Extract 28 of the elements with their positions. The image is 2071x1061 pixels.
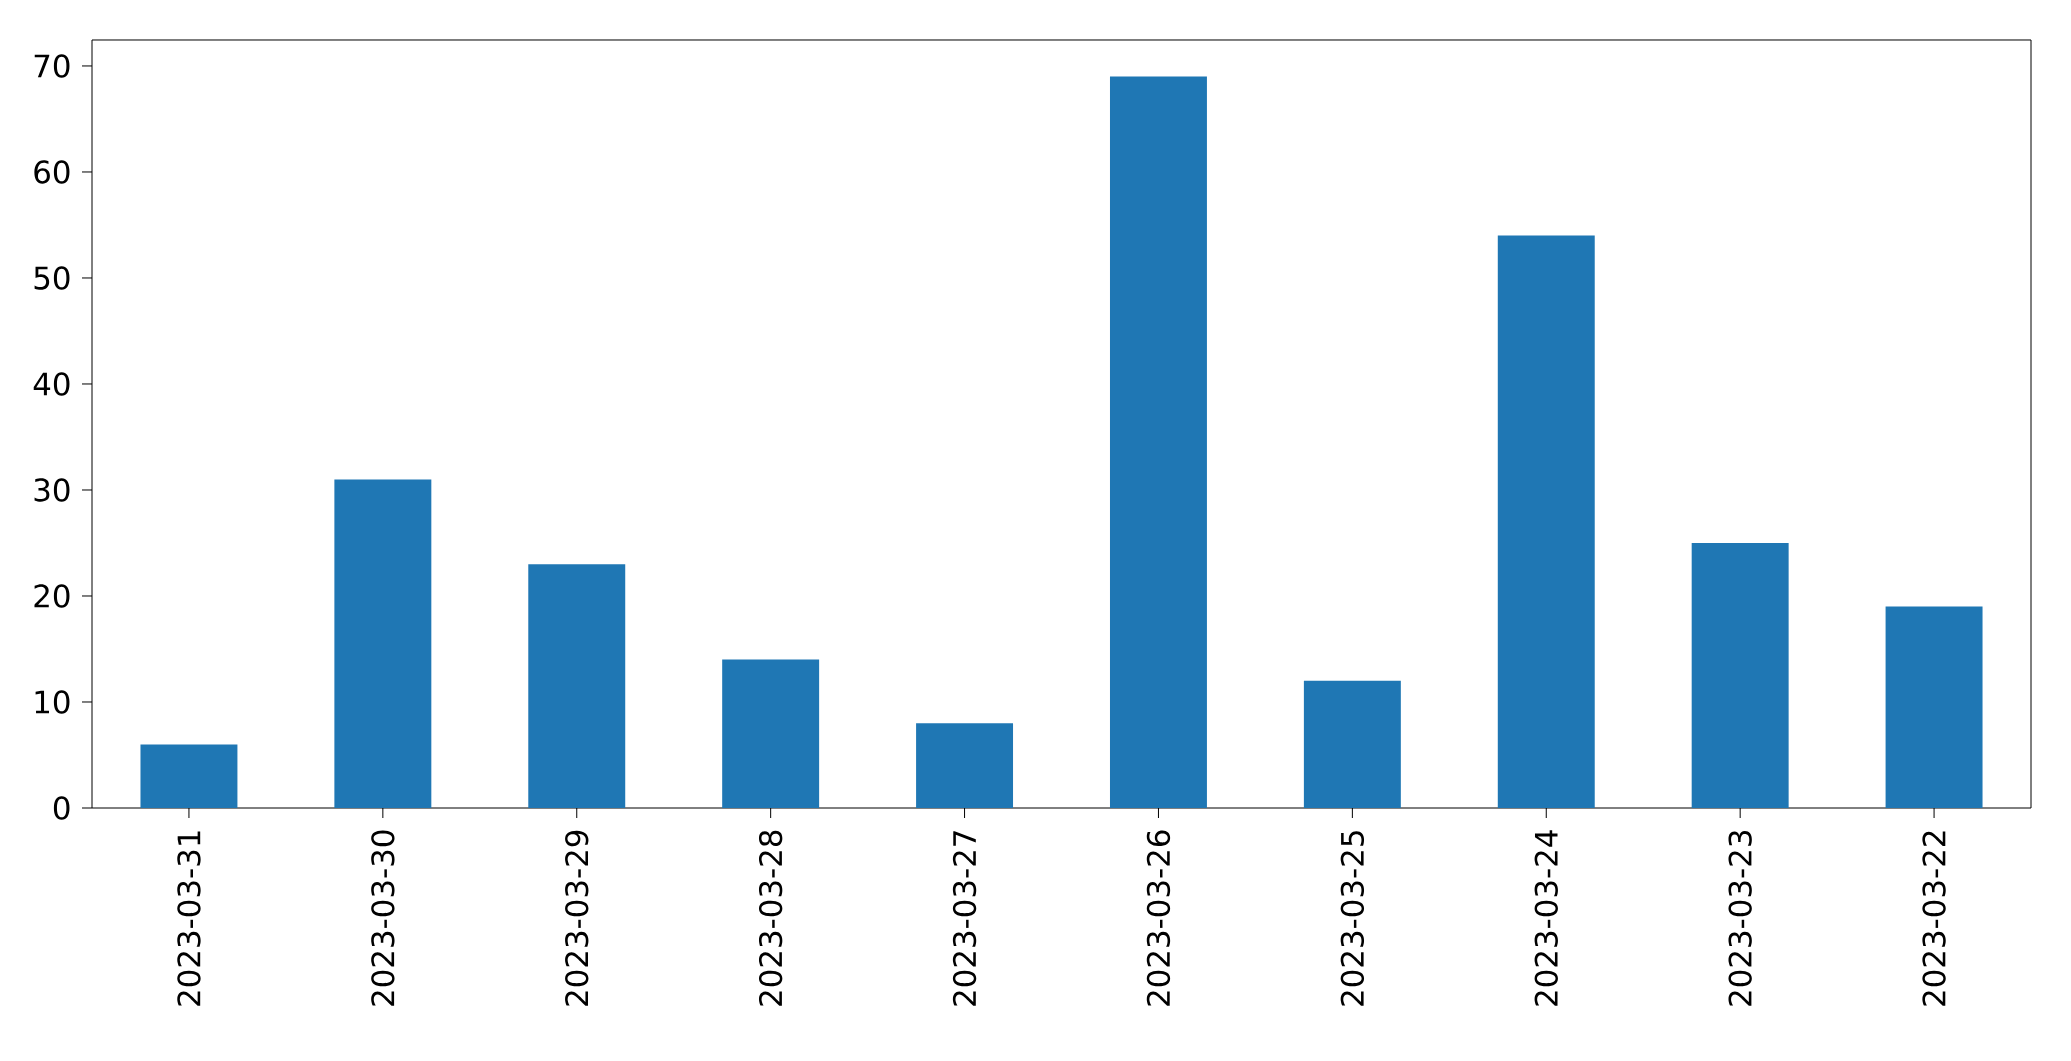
y-tick-label: 60: [34, 160, 70, 184]
y-tick-label: 40: [33, 372, 70, 396]
y-tick-label: 0: [53, 796, 70, 820]
bar: [140, 744, 238, 808]
bar: [1109, 76, 1207, 808]
y-tick-label: 30: [34, 478, 70, 502]
x-tick-label: 2023-03-29: [565, 830, 589, 1006]
bar: [1885, 606, 1983, 808]
x-tick-label: 2023-03-25: [1340, 831, 1365, 1006]
bar: [916, 723, 1014, 808]
x-tick-label: 2023-03-27: [952, 831, 977, 1006]
bar: [1497, 235, 1595, 808]
bar: [528, 564, 626, 808]
x-tick-label: 2023-03-31: [177, 831, 201, 1006]
y-tick-label: 20: [34, 584, 70, 608]
bar: [1691, 542, 1789, 808]
x-tick-label: 2023-03-30: [371, 830, 395, 1006]
x-tick-label: 2023-03-26: [1146, 830, 1171, 1006]
bar: [722, 659, 820, 808]
x-tick-label: 2023-03-24: [1534, 830, 1558, 1006]
y-tick-label: 70: [34, 54, 70, 78]
bar: [334, 479, 432, 808]
x-tick-label: 2023-03-23: [1728, 831, 1752, 1006]
x-tick-label: 2023-03-22: [1922, 831, 1946, 1006]
y-tick-label: 10: [35, 690, 70, 714]
bar: [1303, 680, 1401, 808]
y-tick-label: 50: [34, 266, 70, 290]
x-tick-label: 2023-03-28: [758, 830, 783, 1006]
